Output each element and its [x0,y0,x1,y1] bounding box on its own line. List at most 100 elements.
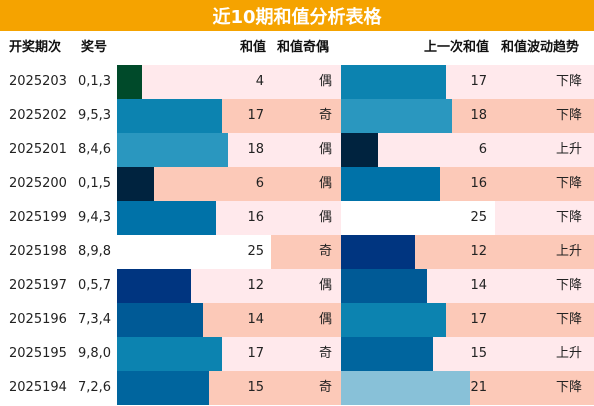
period-cell: 2025195 [9,346,67,361]
period-cell: 2025202 [9,108,67,123]
sum-value: 25 [247,244,264,259]
table-row: 2025201 8,4,6 18 偶 6 上升 [0,133,594,167]
sum-bar [117,99,222,133]
table-row: 2025197 0,5,7 12 偶 14 下降 [0,269,594,303]
trend-cell: 下降 [556,380,583,395]
row-label-bg [0,269,117,303]
period-cell: 2025197 [9,278,67,293]
row-label-bg [0,167,117,201]
sum-value: 15 [247,380,264,395]
prev-sum-value: 17 [470,74,487,89]
trend-cell: 下降 [556,210,583,225]
prev-sum-value: 17 [470,312,487,327]
table-row: 2025195 9,8,0 17 奇 15 上升 [0,337,594,371]
parity-cell: 奇 [319,108,333,123]
row-label-bg [0,99,117,133]
numbers-cell: 7,2,6 [78,380,112,395]
period-cell: 2025194 [9,380,67,395]
prev-sum-bar [341,269,427,303]
period-cell: 2025201 [9,142,67,157]
parity-cell: 奇 [319,380,333,395]
prev-sum-value: 25 [470,210,487,225]
period-cell: 2025203 [9,74,67,89]
prev-sum-bar [341,201,495,235]
trend-cell: 下降 [556,108,583,123]
prev-sum-bar [341,99,452,133]
parity-cell: 偶 [319,142,333,157]
table-row: 2025202 9,5,3 17 奇 18 下降 [0,99,594,133]
numbers-cell: 7,3,4 [78,312,112,327]
parity-cell: 偶 [319,210,333,225]
sum-value: 14 [247,312,264,327]
prev-sum-bar [341,65,446,99]
prev-sum-bar [341,133,378,167]
prev-sum-bar [341,235,415,269]
period-cell: 2025200 [9,176,67,191]
table-row: 2025194 7,2,6 15 奇 21 下降 [0,371,594,405]
parity-cell: 偶 [319,278,333,293]
table-row: 2025199 9,4,3 16 偶 25 下降 [0,201,594,235]
row-label-bg [0,337,117,371]
trend-cell: 上升 [556,244,583,259]
sum-bar [117,371,209,405]
sum-bar [117,269,191,303]
trend-cell: 下降 [556,74,583,89]
sum-value: 4 [255,74,264,89]
table-header-row: 开奖期次 奖号 和值 和值奇偶 上一次和值 和值波动趋势 [0,31,594,65]
prev-sum-value: 18 [470,108,487,123]
prev-sum-value: 16 [470,176,487,191]
numbers-cell: 9,8,0 [78,346,112,361]
sum-bar [117,337,222,371]
period-cell: 2025196 [9,312,67,327]
numbers-cell: 8,9,8 [78,244,112,259]
table-row: 2025198 8,9,8 25 奇 12 上升 [0,235,594,269]
numbers-cell: 9,5,3 [78,108,112,123]
sum-value: 16 [247,210,264,225]
prev-sum-value: 15 [470,346,487,361]
prev-sum-value: 21 [470,380,487,395]
prev-sum-bar [341,337,433,371]
parity-cell: 偶 [319,176,333,191]
row-label-bg [0,235,117,269]
header-parity: 和值奇偶 [277,40,330,55]
trend-cell: 上升 [556,142,583,157]
row-label-bg [0,133,117,167]
sum-value: 6 [255,176,264,191]
sum-value: 17 [247,108,264,123]
table-row: 2025203 0,1,3 4 偶 17 下降 [0,65,594,99]
header-numbers: 奖号 [81,40,108,55]
trend-cell: 下降 [556,312,583,327]
header-trend: 和值波动趋势 [501,40,580,55]
row-label-bg [0,65,117,99]
sum-value: 12 [247,278,264,293]
trend-cell: 下降 [556,278,583,293]
parity-cell: 奇 [319,244,333,259]
header-period: 开奖期次 [9,40,62,55]
sum-value: 18 [247,142,264,157]
sum-bar [117,65,142,99]
row-label-bg [0,303,117,337]
table-row: 2025200 0,1,5 6 偶 16 下降 [0,167,594,201]
parity-cell: 偶 [319,312,333,327]
prev-sum-value: 14 [470,278,487,293]
row-label-bg [0,201,117,235]
prev-sum-value: 12 [470,244,487,259]
prev-sum-bar [341,167,440,201]
numbers-cell: 0,1,5 [78,176,112,191]
table-row: 2025196 7,3,4 14 偶 17 下降 [0,303,594,337]
trend-cell: 上升 [556,346,583,361]
sum-bar [117,133,228,167]
sum-bar [117,167,154,201]
numbers-cell: 0,5,7 [78,278,112,293]
numbers-cell: 8,4,6 [78,142,112,157]
row-label-bg [0,371,117,405]
prev-sum-bar [341,303,446,337]
numbers-cell: 9,4,3 [78,210,112,225]
numbers-cell: 0,1,3 [78,74,112,89]
sum-bar [117,303,203,337]
sum-bar [117,235,271,269]
parity-cell: 奇 [319,346,333,361]
prev-sum-bar [341,371,470,405]
sum-bar [117,201,216,235]
